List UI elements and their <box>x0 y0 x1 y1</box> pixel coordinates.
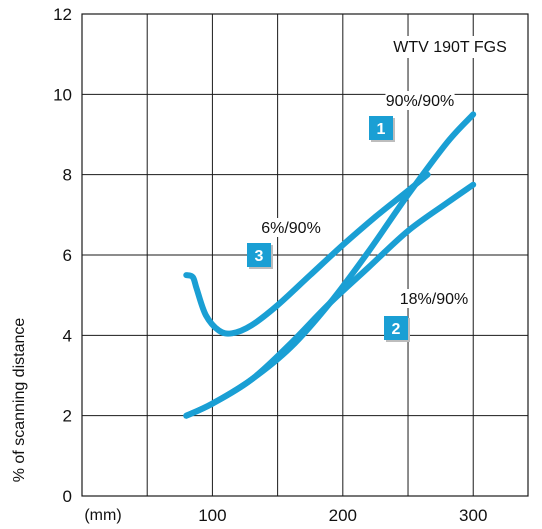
series-label-2: 18%/90% <box>400 291 469 308</box>
y-axis-label: % of scanning distance <box>11 318 28 483</box>
chart-title: WTV 190T FGS <box>393 39 507 56</box>
series-label-background <box>261 218 321 237</box>
x-tick-label: 100 <box>198 506 226 525</box>
chart-title-background <box>380 36 520 58</box>
y-tick-label: 10 <box>53 85 72 104</box>
curves <box>183 111 477 419</box>
series-label-background <box>385 91 455 110</box>
y-tick-label: 6 <box>63 246 72 265</box>
y-ticks: 0 2 4 6 8 10 12 <box>53 5 72 506</box>
x-axis-label: (mm) <box>84 507 121 524</box>
x-tick-label: 300 <box>459 506 487 525</box>
annotations: 90%/90%1 18%/90% 2 6%/90% 3 <box>247 91 469 342</box>
series-badge-3 <box>247 243 271 267</box>
series-badge-1 <box>369 116 393 140</box>
series-label-background <box>399 289 469 308</box>
grid <box>81 13 529 497</box>
series-badge-2 <box>384 316 408 340</box>
y-tick-label: 12 <box>53 5 72 24</box>
x-ticks: 100 200 300 <box>198 506 487 525</box>
y-tick-label: 0 <box>63 487 72 506</box>
series-label-1: 90%/90% <box>386 93 455 110</box>
series-badge-number: 1 <box>377 121 386 138</box>
curve-3 <box>183 171 431 337</box>
series-badge-number: 3 <box>255 248 264 265</box>
curve-2 <box>183 181 477 419</box>
series-label-3: 6%/90% <box>261 220 321 237</box>
curve-1 <box>183 111 477 419</box>
y-tick-label: 2 <box>63 407 72 426</box>
y-tick-label: 4 <box>63 326 72 345</box>
x-tick-label: 200 <box>329 506 357 525</box>
series-badge-number: 2 <box>392 321 401 338</box>
y-tick-label: 8 <box>63 166 72 185</box>
